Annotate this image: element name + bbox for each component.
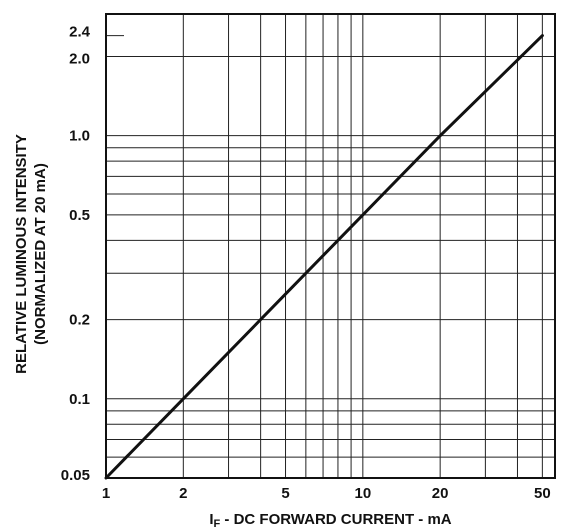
y-tick-label: 0.2: [69, 312, 90, 329]
series-line: [104, 34, 544, 480]
x-axis-title-rest: - DC FORWARD CURRENT - mA: [220, 511, 452, 528]
x-tick-label: 50: [534, 485, 551, 502]
y-tick-label: 2.4: [69, 24, 91, 41]
plot-frame: [105, 13, 556, 479]
x-tick-label: 1: [102, 485, 110, 502]
y-tick-label: 1.0: [69, 128, 90, 145]
tick-labels: 1 2 5 10 20 50 0.05 0.1 0.2 0.5 1.0 2.0 2.4: [61, 24, 551, 502]
y-tick-label: 0.1: [69, 391, 90, 408]
x-axis-title: IF - DC FORWARD CURRENT - mA: [209, 511, 451, 530]
gridlines: [106, 14, 555, 478]
x-tick-label: 20: [432, 485, 449, 502]
y-tick-label: 0.5: [69, 207, 90, 224]
x-tick-label: 2: [179, 485, 187, 502]
axis-titles: IF - DC FORWARD CURRENT - mA RELATIVE LUM…: [13, 134, 452, 530]
x-axis-title-main: I: [209, 511, 213, 528]
y-axis-title-line2: (NORMALIZED AT 20 mA): [32, 163, 49, 345]
series-layer: [104, 34, 544, 480]
y-axis-title-line1: RELATIVE LUMINOUS INTENSITY: [13, 134, 30, 374]
y-tick-label: 0.05: [61, 467, 90, 484]
x-axis-title-subscript: F: [214, 518, 221, 530]
y-tick-label: 2.0: [69, 50, 90, 67]
x-tick-label: 10: [354, 485, 371, 502]
x-tick-label: 5: [281, 485, 289, 502]
